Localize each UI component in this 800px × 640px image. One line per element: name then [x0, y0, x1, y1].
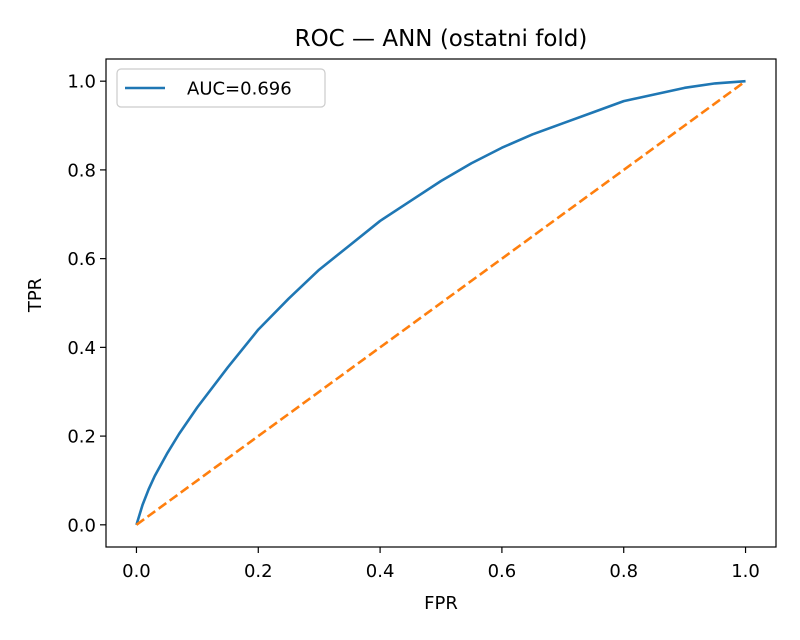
legend-box — [116, 68, 326, 108]
y-axis-label: TPR — [25, 278, 46, 313]
legend-label: AUC=0.696 — [187, 79, 292, 100]
x-axis-label: FPR — [424, 593, 458, 614]
y-tick-label: 0.6 — [67, 249, 96, 270]
x-tick-label: 0.4 — [366, 561, 395, 582]
x-tick-label: 0.2 — [244, 561, 273, 582]
x-tick-label: 1.0 — [731, 561, 760, 582]
y-tick-label: 0.8 — [67, 160, 96, 181]
plot-area: 0.0 0.2 0.4 0.6 0.8 1.0 0.0 0.2 0.4 0.6 0.8 1.0 — [67, 58, 777, 582]
y-tick-label: 0.2 — [67, 427, 96, 448]
x-tick-label: 0.8 — [609, 561, 638, 582]
chart-title: ROC — ANN (ostatni fold) — [295, 26, 588, 52]
roc-curve-line — [135, 79, 746, 526]
chance-diagonal-line — [135, 80, 747, 526]
y-tick-label: 0.0 — [67, 515, 96, 536]
y-tick-label: 0.4 — [67, 338, 96, 359]
axes-frame — [105, 58, 777, 548]
x-tick-label: 0.6 — [488, 561, 517, 582]
x-tick-label: 0.0 — [122, 561, 151, 582]
legend: AUC=0.696 — [116, 68, 326, 108]
y-tick-label: 1.0 — [67, 72, 96, 93]
